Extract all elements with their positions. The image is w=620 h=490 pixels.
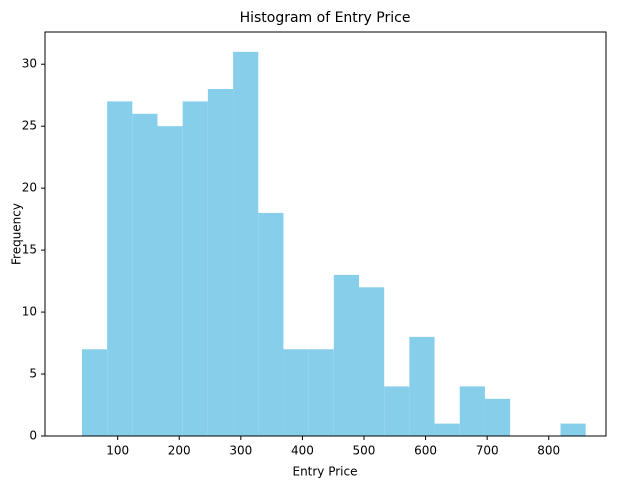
y-tick-label: 0 xyxy=(29,429,37,443)
bar xyxy=(258,212,284,436)
y-axis-label: Frequency xyxy=(10,203,24,265)
y-tick-label: 30 xyxy=(22,57,37,71)
bar xyxy=(157,126,183,436)
x-tick-label: 200 xyxy=(168,444,191,458)
bar xyxy=(283,349,309,436)
bar xyxy=(107,101,133,436)
bar xyxy=(182,101,208,436)
y-tick-label: 10 xyxy=(22,305,37,319)
bar xyxy=(308,349,334,436)
y-tick-label: 5 xyxy=(29,367,37,381)
bar xyxy=(409,336,435,436)
bar xyxy=(333,274,359,436)
y-tick-label: 15 xyxy=(22,243,37,257)
bar xyxy=(560,423,586,436)
y-tick-label: 25 xyxy=(22,119,37,133)
chart-title: Histogram of Entry Price xyxy=(240,10,411,26)
bar xyxy=(132,113,158,436)
bar xyxy=(358,287,385,436)
x-tick-label: 600 xyxy=(414,444,437,458)
bar xyxy=(434,423,460,436)
y-tick-label: 20 xyxy=(22,181,37,195)
bar xyxy=(384,386,410,436)
bar xyxy=(459,386,485,436)
x-axis-label: Entry Price xyxy=(292,465,357,479)
x-tick-label: 500 xyxy=(353,444,376,458)
bar xyxy=(207,89,234,436)
x-tick-label: 400 xyxy=(291,444,314,458)
x-tick-label: 100 xyxy=(106,444,129,458)
x-tick-label: 800 xyxy=(537,444,560,458)
bar xyxy=(484,398,511,436)
bar xyxy=(233,51,259,437)
x-tick-label: 700 xyxy=(476,444,499,458)
bar xyxy=(81,349,108,436)
x-tick-label: 300 xyxy=(229,444,252,458)
plot-frame xyxy=(44,31,607,437)
